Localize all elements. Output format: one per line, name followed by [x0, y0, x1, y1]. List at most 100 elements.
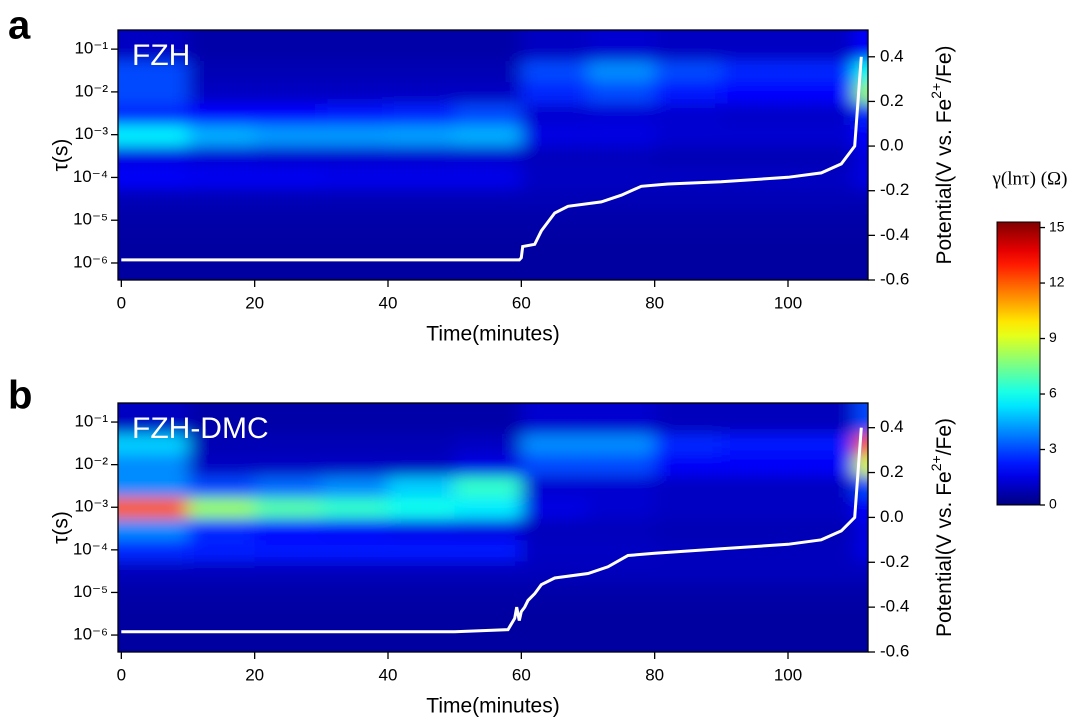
- y2-tick-label: -0.2: [880, 180, 909, 199]
- heatmap-cell: [388, 433, 456, 455]
- heatmap-cell: [188, 497, 256, 519]
- heatmap-cell: [118, 560, 189, 583]
- heatmap-cell: [118, 603, 189, 626]
- heatmap-cell: [721, 497, 789, 519]
- heatmap-cell: [788, 60, 856, 83]
- heatmap-cell: [521, 124, 589, 147]
- heatmap-cell: [521, 103, 589, 125]
- heatmap-cell: [854, 231, 868, 254]
- heatmap-cell: [721, 252, 789, 280]
- heatmap-cell: [254, 167, 322, 190]
- heatmap-cell: [521, 60, 589, 83]
- heatmap-cell: [321, 167, 389, 190]
- heatmap-cell: [388, 475, 456, 498]
- heatmap-cell: [654, 188, 722, 211]
- heatmap-cell: [588, 518, 656, 541]
- heatmap-cell: [388, 539, 456, 562]
- heatmap-cell: [454, 475, 522, 498]
- heatmap-cell: [588, 30, 656, 61]
- heatmap-cell: [521, 475, 589, 498]
- heatmap-cell: [588, 81, 656, 104]
- heatmap-cell: [721, 231, 789, 254]
- heatmap-cell: [254, 582, 322, 605]
- y-tick-label: 10⁻⁴: [73, 167, 108, 186]
- heatmap-cell: [388, 231, 456, 254]
- heatmap-cell: [321, 560, 389, 583]
- heatmap-cell: [788, 497, 856, 519]
- heatmap-cell: [788, 167, 856, 190]
- heatmap-cell: [254, 403, 322, 434]
- heatmap-cell: [188, 124, 256, 147]
- heatmap-cell: [654, 167, 722, 190]
- heatmap-cell: [788, 518, 856, 541]
- heatmap-cell: [721, 103, 789, 125]
- heatmap-cell: [454, 582, 522, 605]
- heatmap-cell: [454, 124, 522, 147]
- heatmap: [118, 30, 868, 280]
- y-tick-label: 10⁻²: [74, 81, 108, 100]
- heatmap-cell: [788, 624, 856, 652]
- heatmap-cell: [654, 81, 722, 104]
- heatmap-cell: [521, 560, 589, 583]
- y2-tick-label: 0.2: [880, 462, 904, 481]
- heatmap-cell: [188, 252, 256, 280]
- heatmap-cell: [854, 210, 868, 232]
- heatmap-cell: [521, 582, 589, 605]
- heatmap-cell: [588, 60, 656, 83]
- heatmap-cell: [118, 539, 189, 562]
- x-axis-label: Time(minutes): [426, 323, 559, 346]
- x-tick-label: 100: [774, 665, 802, 684]
- heatmap-cell: [388, 403, 456, 434]
- heatmap-cell: [254, 560, 322, 583]
- heatmap-cell: [454, 603, 522, 626]
- heatmap-cell: [788, 103, 856, 125]
- potential-line: [121, 427, 863, 634]
- heatmap-cell: [521, 252, 589, 280]
- heatmap-cell: [118, 60, 189, 83]
- y-axis-label: τ(s): [50, 139, 73, 172]
- heatmap-cell: [721, 582, 789, 605]
- heatmap-cell: [388, 60, 456, 83]
- heatmap-cell: [254, 81, 322, 104]
- heatmap-cell: [654, 231, 722, 254]
- heatmap-cell: [188, 210, 256, 232]
- y2-axis-label-part: /Fe): [933, 45, 956, 82]
- heatmap-cell: [188, 518, 256, 541]
- heatmap-cell: [188, 624, 256, 652]
- heatmap-cell: [118, 103, 189, 125]
- heatmap-cell: [321, 210, 389, 232]
- colorbar-tick-label: 0: [1049, 496, 1057, 512]
- heatmap-cell: [454, 145, 522, 168]
- heatmap-cell: [721, 60, 789, 83]
- heatmap-cell: [388, 210, 456, 232]
- y2-tick-label: -0.4: [880, 225, 909, 244]
- x-tick-label: 20: [245, 293, 264, 312]
- heatmap-cell: [654, 403, 722, 434]
- heatmap-cell: [721, 624, 789, 652]
- y2-axis-label-part: Potential(V vs. Fe: [933, 99, 956, 265]
- heatmap-cell: [321, 497, 389, 519]
- heatmap-cell: [654, 433, 722, 455]
- heatmap-cell: [254, 433, 322, 455]
- heatmap-cell: [454, 252, 522, 280]
- heatmap-cell: [788, 210, 856, 232]
- heatmap-cell: [854, 403, 868, 434]
- x-tick-label: 80: [645, 293, 664, 312]
- heatmap-cell: [721, 30, 789, 61]
- heatmap-cell: [654, 475, 722, 498]
- heatmap-cell: [788, 30, 856, 61]
- y2-axis-label-part: 2+: [928, 455, 944, 471]
- y2-tick-label: -0.4: [880, 597, 909, 616]
- y-tick-label: 10⁻³: [74, 497, 108, 516]
- potential-line: [121, 56, 863, 262]
- x-tick-label: 0: [117, 293, 126, 312]
- y-tick-label: 10⁻⁴: [73, 539, 108, 558]
- heatmap-cell: [188, 560, 256, 583]
- heatmap-cell: [521, 403, 589, 434]
- heatmap-cell: [854, 252, 868, 280]
- heatmap-cell: [788, 582, 856, 605]
- y2-tick-label: -0.6: [880, 641, 909, 660]
- heatmap-cell: [454, 30, 522, 61]
- heatmap-cell: [254, 603, 322, 626]
